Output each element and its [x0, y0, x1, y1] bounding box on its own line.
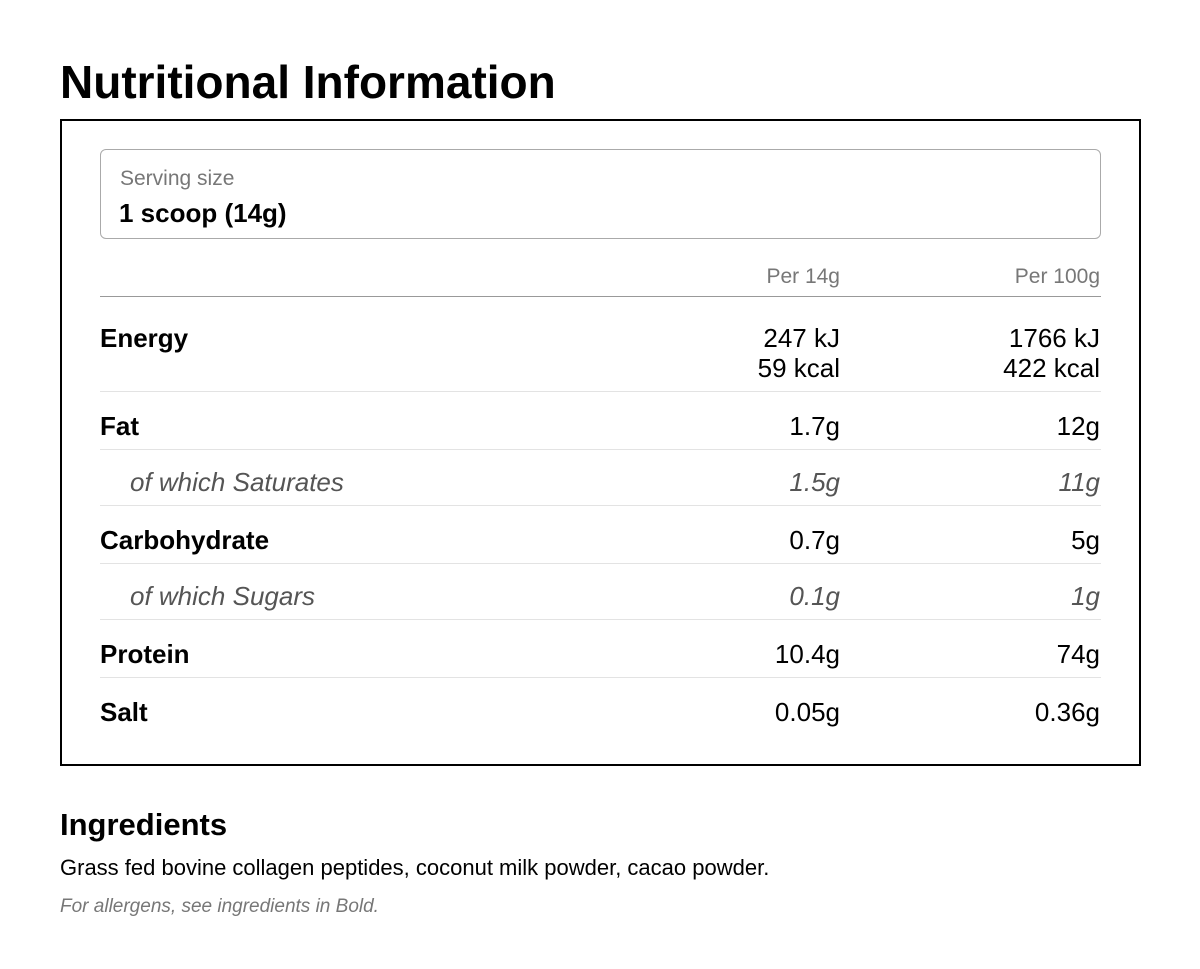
nutrient-value: 11g: [1058, 467, 1100, 497]
page-title: Nutritional Information: [60, 56, 556, 108]
nutrient-name: Carbohydrate: [100, 525, 270, 555]
header-rule: [100, 296, 1101, 297]
row-rule: [100, 391, 1101, 392]
nutrient-name: Salt: [100, 697, 148, 727]
nutrient-name: Protein: [100, 639, 190, 669]
nutrient-value: 0.05g: [774, 697, 840, 727]
nutrient-name: Fat: [100, 411, 139, 441]
nutrient-value: 422 kcal: [1003, 353, 1100, 383]
nutrient-value: 0.7g: [789, 525, 840, 555]
nutrient-value: 1g: [1071, 581, 1100, 611]
nutrient-value: 1.5g: [789, 467, 840, 497]
nutrition-panel: [60, 119, 1141, 766]
row-rule: [100, 505, 1101, 506]
allergen-note: For allergens, see ingredients in Bold.: [60, 896, 379, 917]
nutrient-value: 10.4g: [774, 639, 840, 669]
nutrient-name: Energy: [100, 323, 189, 353]
nutrient-value: 74g: [1056, 639, 1100, 669]
nutrient-value: 1.7g: [789, 411, 840, 441]
nutrient-value: 5g: [1071, 525, 1100, 555]
nutrient-value: 0.1g: [789, 581, 840, 611]
nutrient-name: of which Saturates: [130, 467, 344, 497]
ingredients-text: Grass fed bovine collagen peptides, coco…: [60, 855, 770, 880]
ingredients-title: Ingredients: [60, 807, 228, 842]
column-header: Per 100g: [1014, 265, 1100, 288]
nutrient-value: 1766 kJ: [1008, 323, 1100, 353]
serving-box: [100, 149, 1101, 239]
nutrient-value: 59 kcal: [757, 353, 840, 383]
serving-value: 1 scoop (14g): [119, 198, 287, 228]
row-rule: [100, 449, 1101, 450]
nutrient-value: 247 kJ: [763, 323, 840, 353]
nutrient-value: 0.36g: [1034, 697, 1100, 727]
row-rule: [100, 563, 1101, 564]
column-header: Per 14g: [766, 265, 840, 288]
nutrient-name: of which Sugars: [130, 581, 315, 611]
serving-label: Serving size: [120, 167, 235, 190]
nutrient-value: 12g: [1056, 411, 1100, 441]
row-rule: [100, 677, 1101, 678]
row-rule: [100, 619, 1101, 620]
